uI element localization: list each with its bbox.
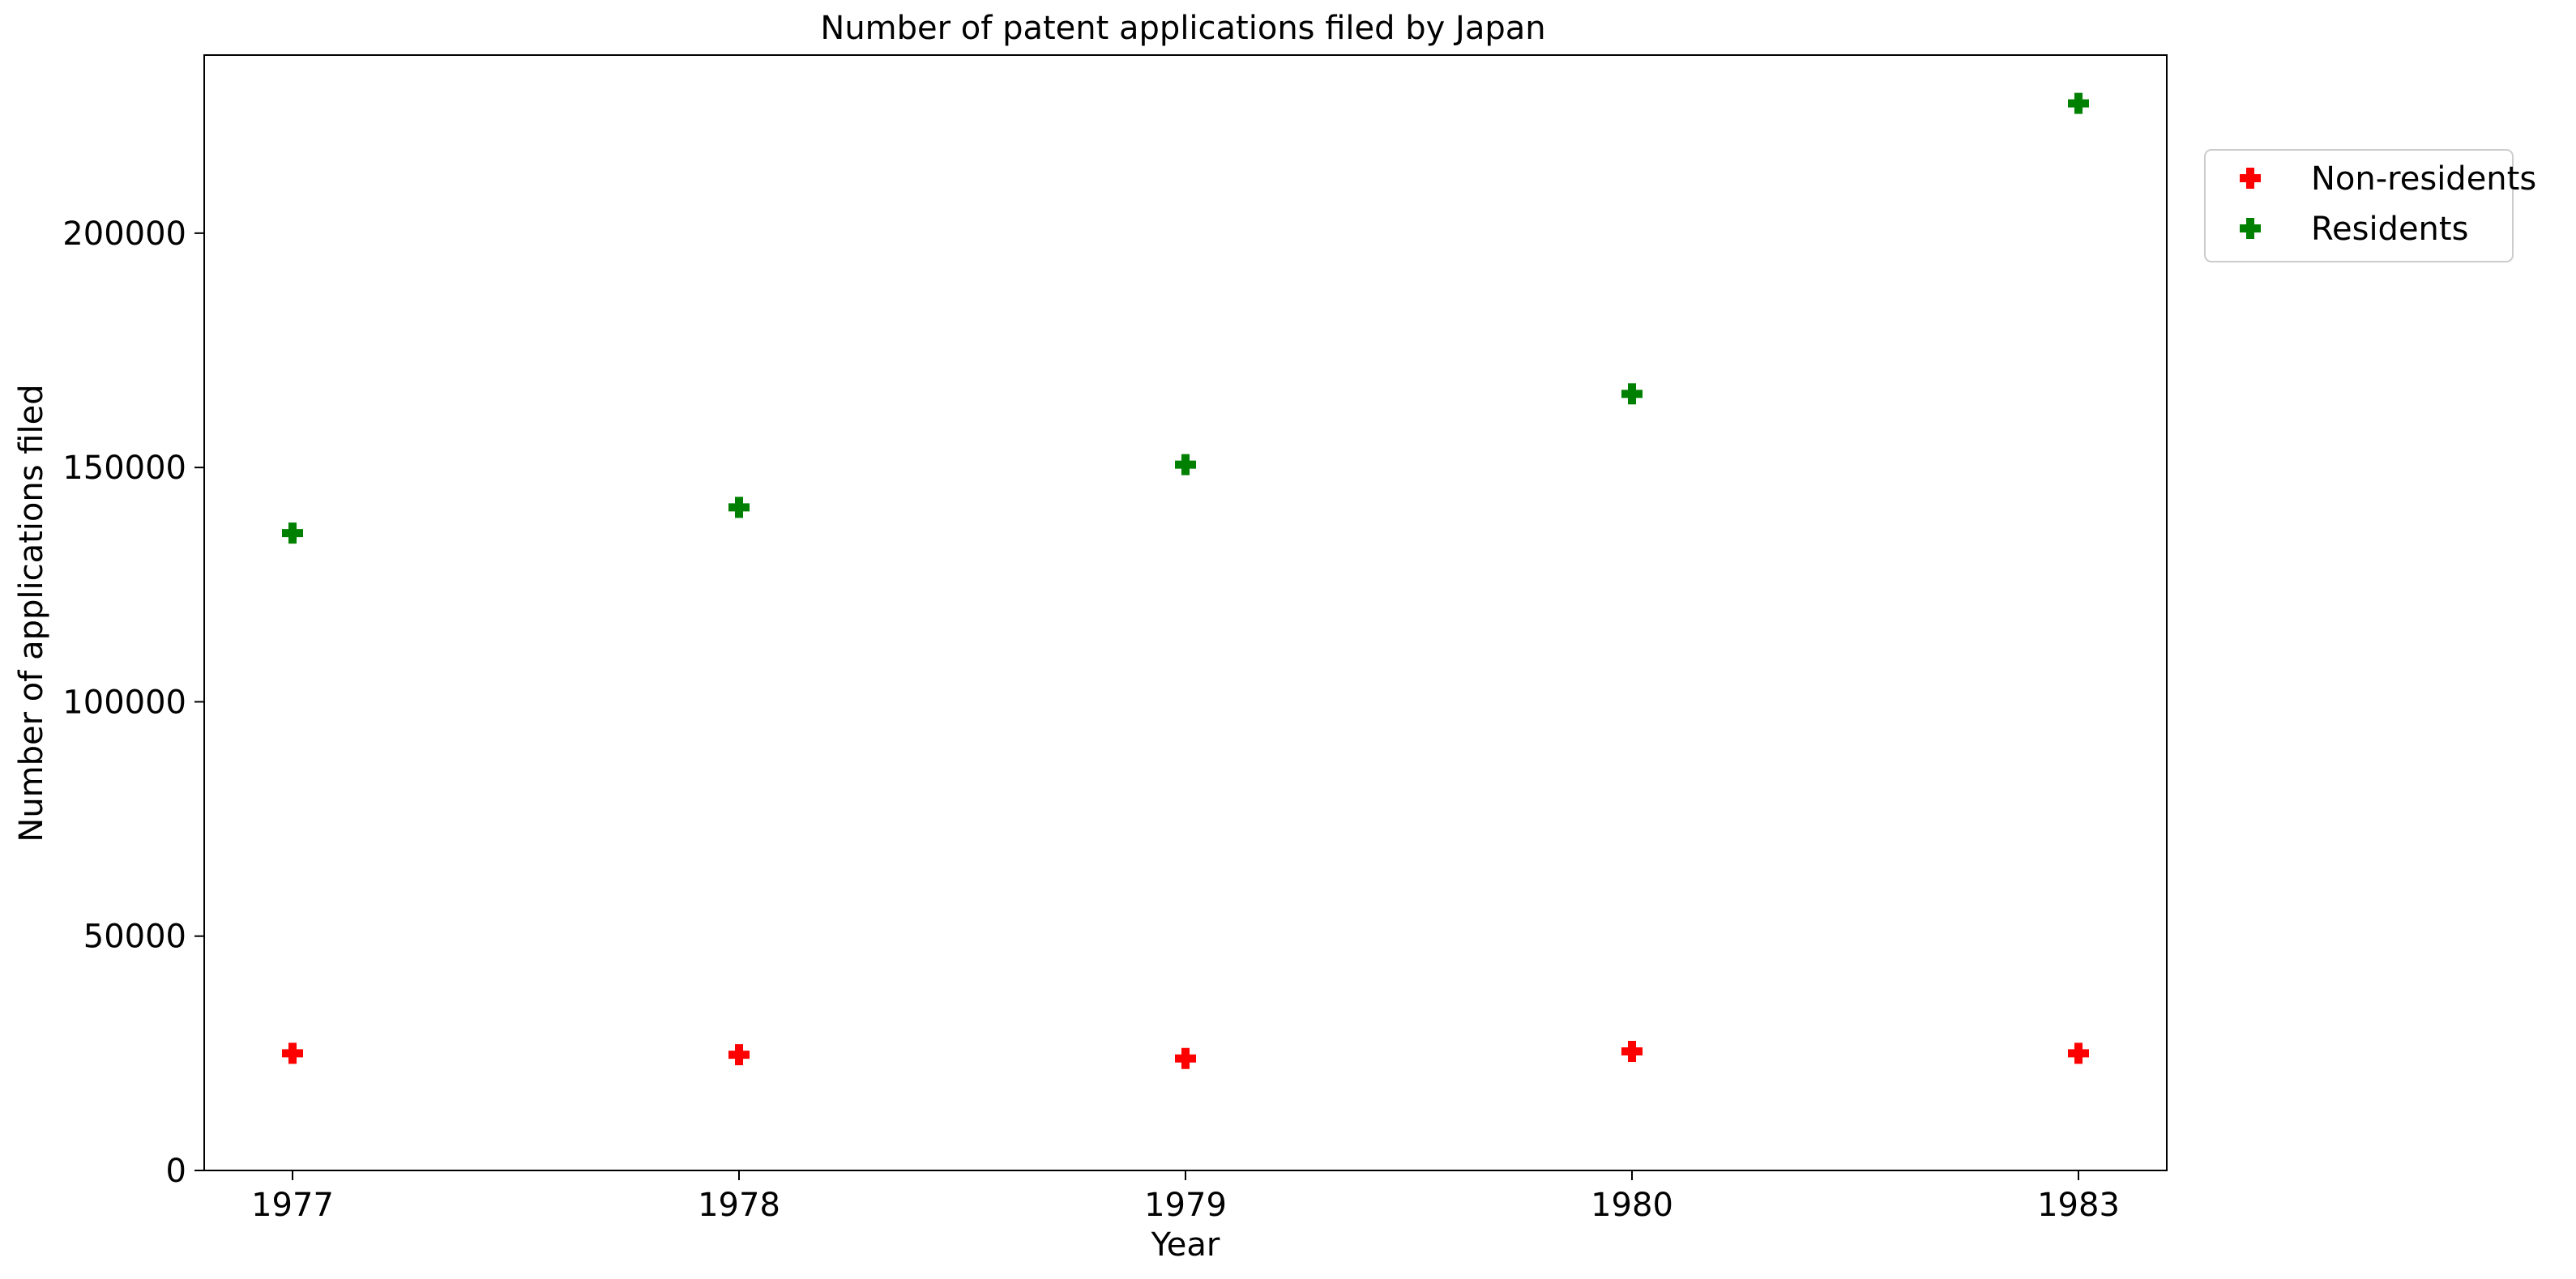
legend: Non-residents Residents: [2204, 149, 2536, 262]
y-axis-label: Number of applications filed: [13, 384, 50, 842]
data-point: [2068, 1042, 2089, 1064]
y-axis: 0 50000 100000 150000 200000: [62, 215, 204, 1190]
x-tick-label: 1978: [698, 1187, 780, 1224]
data-point: [1621, 383, 1643, 405]
data-points: [282, 92, 2089, 1069]
x-axis-label: Year: [1151, 1226, 1220, 1264]
y-tick-label: 200000: [62, 215, 186, 253]
x-tick-label: 1980: [1591, 1187, 1673, 1224]
y-tick-label: 0: [166, 1153, 186, 1190]
data-point: [728, 1044, 750, 1066]
x-axis: 1977 1978 1979 1980 1983: [251, 1170, 2120, 1224]
y-tick-label: 50000: [83, 919, 186, 956]
data-point: [282, 1042, 303, 1064]
legend-label: Residents: [2311, 211, 2468, 248]
data-point: [282, 522, 303, 544]
data-point: [1175, 1047, 1196, 1069]
x-tick-label: 1977: [251, 1187, 334, 1224]
legend-box: [2204, 149, 2514, 262]
series-residents: [282, 92, 2089, 544]
plot-area: [203, 54, 2168, 1171]
data-point: [728, 497, 750, 518]
data-point: [2068, 92, 2089, 114]
legend-marker: [2240, 218, 2261, 239]
x-tick-label: 1983: [2037, 1187, 2120, 1224]
y-tick-label: 150000: [62, 450, 186, 487]
chart-title: Number of patent applications filed by J…: [820, 10, 1545, 47]
data-point: [1621, 1041, 1643, 1063]
data-point: [1175, 454, 1196, 475]
legend-label: Non-residents: [2311, 160, 2536, 198]
legend-marker: [2240, 168, 2261, 189]
y-tick-label: 100000: [62, 684, 186, 721]
series-non-residents: [282, 1041, 2089, 1069]
x-tick-label: 1979: [1144, 1187, 1227, 1224]
